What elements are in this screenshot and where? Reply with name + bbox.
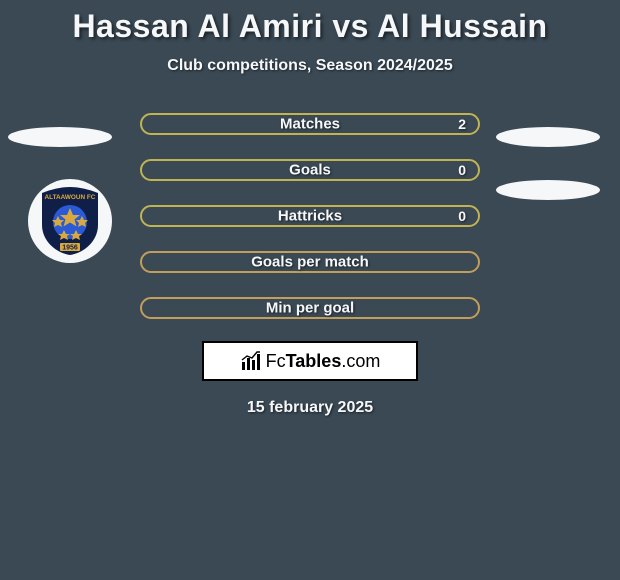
stat-row: Hattricks 0 [140,205,480,227]
stat-value: 0 [458,162,466,178]
stat-label: Min per goal [266,300,354,317]
stat-row: Matches 2 [140,113,480,135]
stat-row: Goals per match [140,251,480,273]
altaawoun-badge-icon: ALTAAWOUN FC 1956 [36,185,104,257]
logo-text-plain: Fc [266,351,286,371]
stat-row: Min per goal [140,297,480,319]
stat-value: 0 [458,208,466,224]
logo-text-bold: Tables [286,351,342,371]
badge-year: 1956 [62,245,78,252]
stat-value: 2 [458,116,466,132]
logo-text-suffix: .com [341,351,380,371]
fctables-logo: FcTables.com [202,341,418,381]
stat-label: Matches [280,116,340,133]
logo-text: FcTables.com [266,351,381,372]
badge-top-text: ALTAAWOUN FC [45,194,96,201]
player-right-placeholder-1 [496,127,600,147]
stat-label: Goals per match [251,254,369,271]
player-right-placeholder-2 [496,180,600,200]
club-badge: ALTAAWOUN FC 1956 [28,179,112,263]
page-title: Hassan Al Amiri vs Al Hussain [0,0,620,45]
stat-label: Hattricks [278,208,342,225]
date-label: 15 february 2025 [0,399,620,417]
player-left-placeholder-1 [8,127,112,147]
page-subtitle: Club competitions, Season 2024/2025 [0,57,620,75]
bar-chart-icon [240,350,262,372]
stat-label: Goals [289,162,331,179]
stat-row: Goals 0 [140,159,480,181]
